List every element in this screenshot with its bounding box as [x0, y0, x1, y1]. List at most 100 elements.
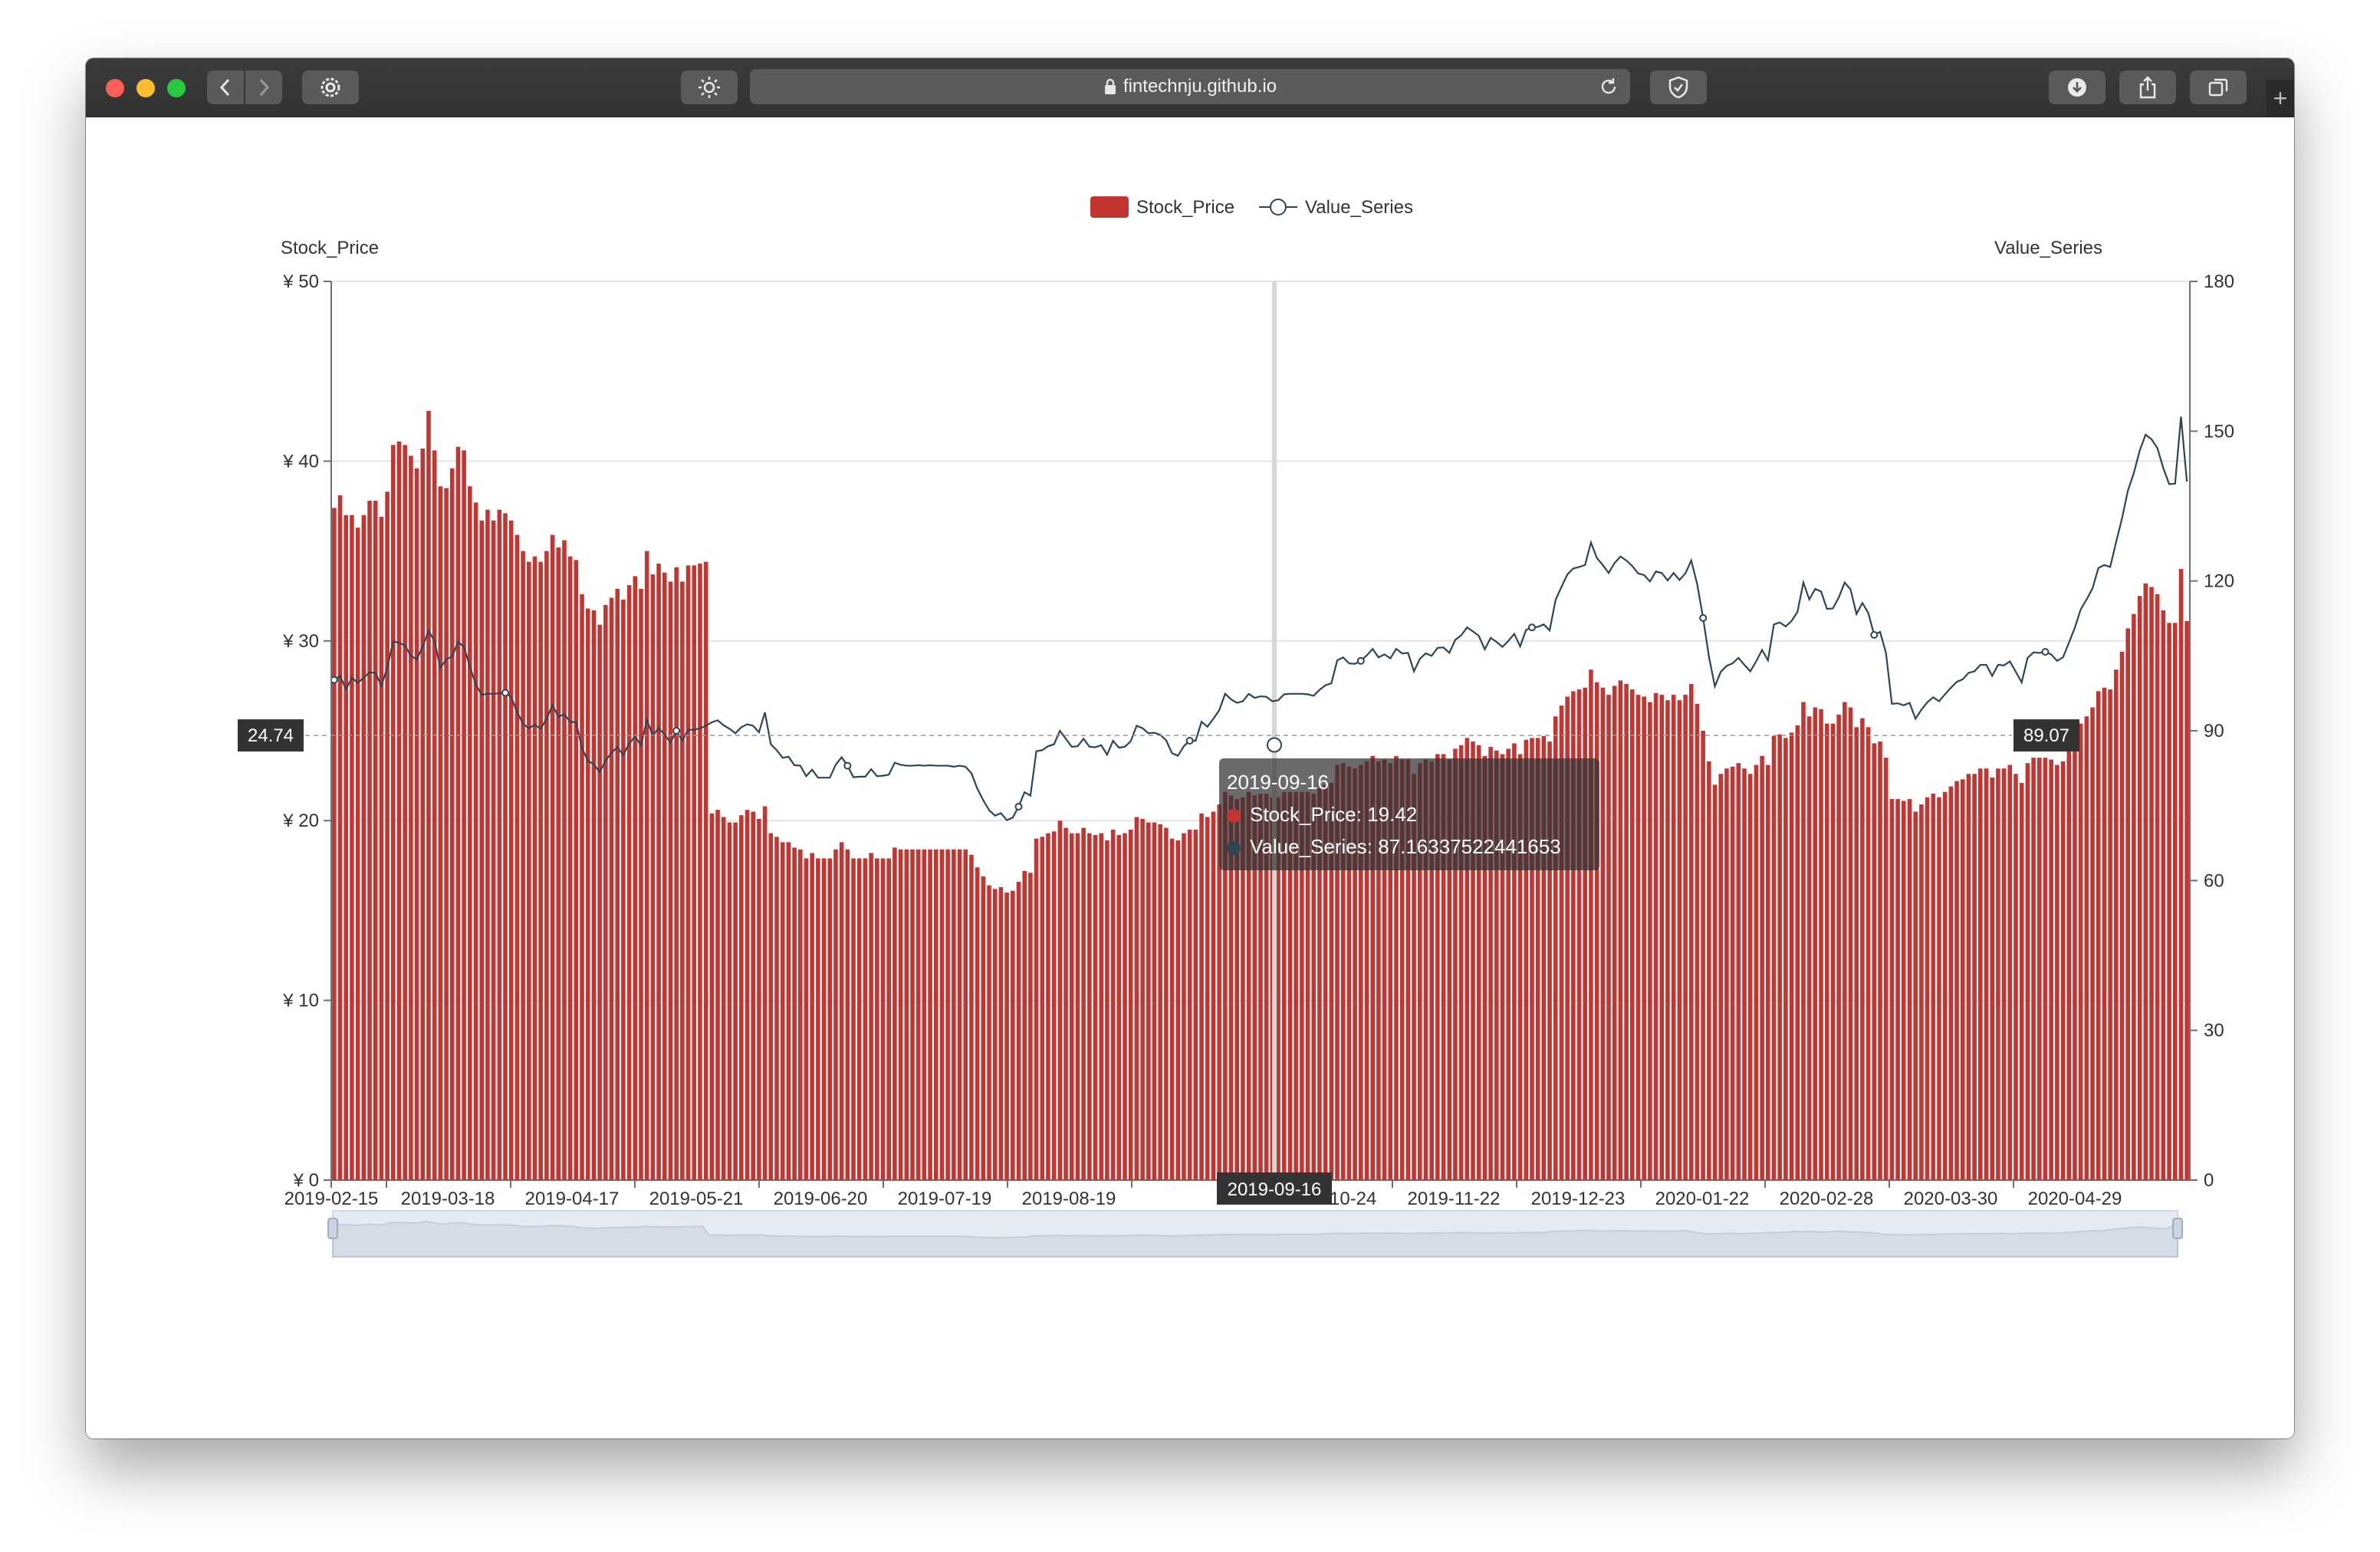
close-window-button[interactable]: [106, 79, 124, 97]
stock-price-bar: [1771, 736, 1777, 1180]
x-tick-label: 2019-04-17: [525, 1189, 620, 1209]
stock-price-bar: [1057, 820, 1063, 1180]
privacy-button[interactable]: [1650, 71, 1707, 104]
stock-price-bar: [1482, 755, 1488, 1180]
data-zoom-handle-left[interactable]: [327, 1218, 338, 1239]
stock-price-bar: [1205, 817, 1210, 1180]
x-tick-label: 2019-07-19: [898, 1189, 992, 1209]
stock-price-bar: [1388, 763, 1393, 1180]
stock-price-bar: [1187, 829, 1192, 1180]
stock-price-bar: [1889, 799, 1895, 1180]
stock-price-bar: [1423, 759, 1428, 1180]
stock-price-bar: [780, 842, 785, 1180]
stock-price-bar: [1843, 702, 1847, 1180]
stock-price-bar: [1907, 799, 1912, 1180]
extension-button[interactable]: [302, 71, 359, 104]
stock-price-bar: [1069, 833, 1074, 1180]
legend-swatch-marker: [1270, 199, 1287, 215]
stock-price-bar: [1589, 669, 1593, 1180]
stock-price-bars: [332, 410, 2189, 1180]
y-right-tick-label: 30: [2204, 1021, 2224, 1041]
stock-price-bar: [1305, 791, 1310, 1180]
value-series-point: [1185, 737, 1194, 745]
stock-price-bar: [1954, 781, 1959, 1180]
stock-price-bar: [1016, 881, 1021, 1180]
stock-price-bar: [1364, 761, 1369, 1180]
stock-price-bar: [745, 810, 750, 1180]
stock-price-bar: [1134, 817, 1139, 1180]
back-button[interactable]: [207, 71, 244, 104]
stock-price-bar: [798, 849, 803, 1180]
data-zoom-handle-right[interactable]: [2172, 1218, 2183, 1239]
stock-price-bar: [473, 502, 478, 1180]
stock-price-bar: [839, 842, 844, 1180]
stock-price-bar: [2137, 596, 2142, 1180]
stock-price-bar: [1116, 834, 1122, 1180]
value-series-point: [2041, 648, 2050, 656]
stock-price-bar: [1004, 892, 1009, 1180]
stock-price-bar: [939, 849, 945, 1180]
stock-price-bar: [462, 450, 466, 1180]
stock-price-bar: [975, 867, 980, 1180]
stock-price-bar: [508, 520, 514, 1180]
stock-price-bar: [1819, 709, 1823, 1180]
stock-price-bar: [1990, 777, 1994, 1180]
stock-price-bar: [851, 858, 856, 1180]
forward-button[interactable]: [245, 71, 282, 104]
stock-price-bar: [1512, 743, 1517, 1180]
tab-overview-button[interactable]: [2190, 71, 2247, 104]
stock-price-bar: [898, 849, 903, 1180]
stock-price-bar: [1642, 696, 1646, 1180]
zoom-window-button[interactable]: [167, 79, 186, 97]
stock-price-bar: [1158, 824, 1162, 1180]
stock-price-bar: [591, 610, 597, 1180]
legend-item-stock-price[interactable]: Stock_Price: [1090, 196, 1234, 218]
stock-price-bar: [1346, 766, 1352, 1180]
stock-price-bar: [1517, 754, 1523, 1180]
stock-price-bar: [2060, 761, 2066, 1180]
appearance-button[interactable]: [681, 71, 738, 104]
stock-price-bar: [1618, 680, 1623, 1180]
stock-price-bar: [385, 492, 390, 1180]
stock-price-bar: [367, 500, 372, 1180]
tooltip-date: 2019-09-16: [1227, 771, 1329, 794]
chart-legend[interactable]: Stock_Price Value_Series: [1090, 196, 1413, 218]
stock-price-bar: [2149, 587, 2154, 1180]
browser-window: fintechnju.github.io: [86, 58, 2294, 1439]
new-tab-button[interactable]: +: [2267, 80, 2294, 117]
stock-price-bar: [1051, 831, 1057, 1180]
legend-item-value-series[interactable]: Value_Series: [1259, 197, 1413, 218]
stock-price-bar: [355, 528, 360, 1180]
stock-price-bar: [680, 581, 685, 1180]
shield-icon: [1668, 76, 1688, 99]
minimize-window-button[interactable]: [136, 79, 155, 97]
stock-price-bar: [1211, 811, 1216, 1180]
stock-price-bar: [2108, 689, 2112, 1180]
reload-icon[interactable]: [1598, 76, 1619, 97]
stock-price-bar: [1801, 702, 1806, 1180]
share-button[interactable]: [2119, 71, 2176, 104]
x-tick-label: 2019-02-15: [284, 1189, 379, 1209]
stock-price-bar: [1022, 870, 1027, 1180]
gear-icon: [321, 77, 340, 97]
stock-price-bar: [1783, 738, 1788, 1180]
stock-price-bar: [957, 849, 962, 1180]
stock-price-bar: [1246, 791, 1251, 1180]
stock-price-bar: [1128, 829, 1133, 1180]
stock-price-bar: [998, 886, 1004, 1180]
stock-price-bar: [1571, 691, 1576, 1180]
stock-price-bar: [880, 858, 886, 1180]
data-zoom-slider[interactable]: [327, 1210, 2183, 1258]
stock-price-bar: [1087, 833, 1092, 1180]
stock-price-bar: [692, 565, 697, 1180]
stock-price-bar: [1164, 827, 1169, 1180]
address-bar[interactable]: fintechnju.github.io: [750, 69, 1630, 104]
stock-price-bar: [869, 853, 873, 1180]
stock-price-bar: [603, 604, 608, 1180]
stock-price-bar: [2049, 759, 2053, 1180]
stock-price-bar: [556, 547, 561, 1180]
stock-price-bar: [1848, 707, 1853, 1180]
stock-price-bar: [1046, 833, 1050, 1180]
y-right-tick-label: 180: [2204, 271, 2234, 292]
downloads-button[interactable]: [2049, 71, 2106, 104]
